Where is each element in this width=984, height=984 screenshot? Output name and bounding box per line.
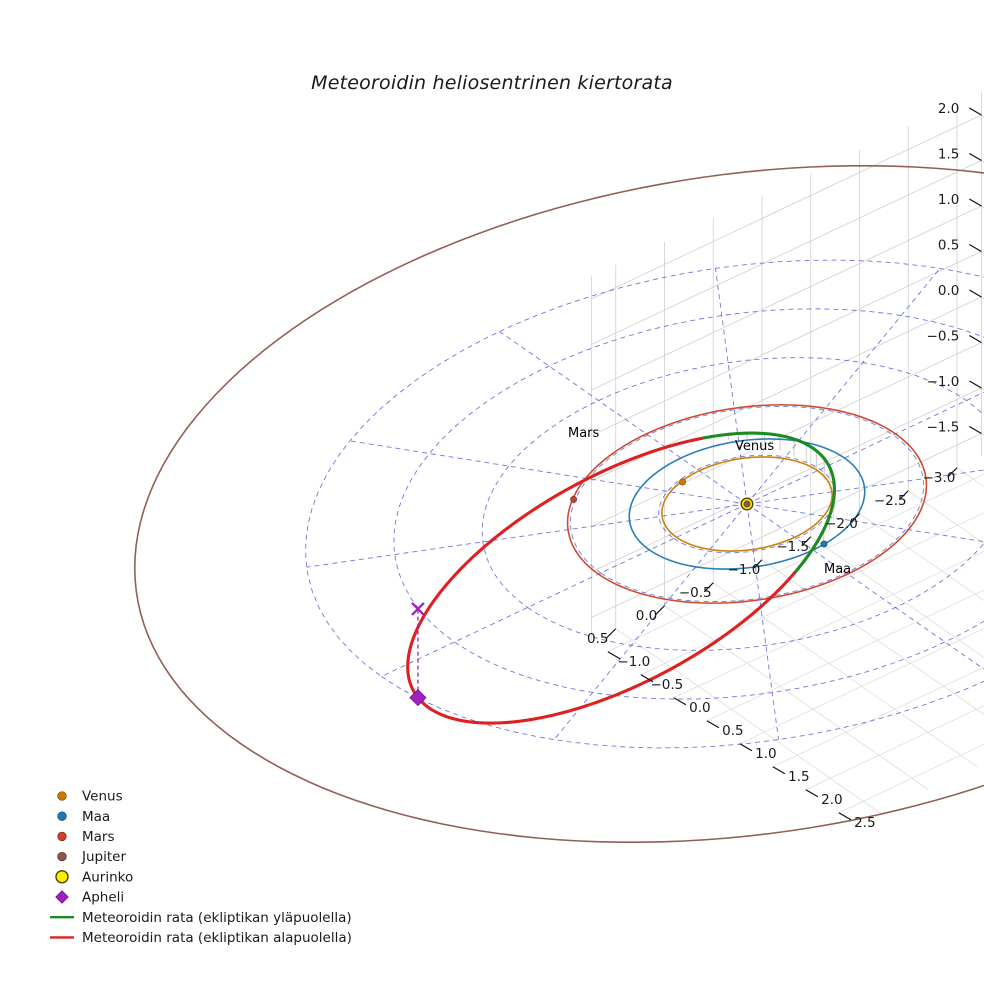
y-axis-tick (838, 812, 852, 821)
x-axis-tick (850, 513, 860, 524)
x-axis-tick (898, 490, 909, 501)
legend-item-venus[interactable]: Venus (57, 789, 123, 805)
legend-item-apheli[interactable]: Apheli (55, 890, 124, 906)
label-venus: Venus (735, 439, 774, 454)
legend-label: Jupiter (81, 849, 126, 865)
x-axis-tick-label: −1.0 (728, 562, 761, 578)
x-axis-tick-label: −2.0 (825, 516, 858, 532)
z-axis-tick-label: 0.5 (938, 238, 959, 254)
z-axis-tick-label: 1.0 (938, 192, 959, 208)
x-axis-tick-label: −3.0 (923, 470, 956, 486)
x-axis-tick-label: 0.5 (587, 631, 608, 647)
body-marker-venus (679, 478, 687, 486)
legend-label: Mars (82, 829, 115, 845)
aphelion-projection-x-marker (411, 602, 425, 616)
body-marker-jupiter (743, 500, 751, 508)
z-axis-tick (969, 289, 982, 298)
legend-label: Meteoroidin rata (ekliptikan alapuolella… (82, 930, 352, 946)
z-axis-tick (969, 243, 982, 253)
legend-label: Meteoroidin rata (ekliptikan yläpuolella… (82, 910, 352, 926)
legend-item-maa[interactable]: Maa (57, 809, 111, 825)
z-axis-tick (969, 152, 982, 162)
x-axis-tick-label: −0.5 (679, 585, 712, 601)
legend-layer[interactable]: Venus Maa Mars Jupiter Aurinko Apheli Meteoroi… (50, 789, 352, 946)
y-axis-tick (640, 674, 654, 683)
aphelion-diamond-marker (409, 689, 427, 707)
page-title: Meteoroidin heliosentrinen kiertorata (311, 72, 673, 94)
polar-grid-layer (305, 259, 984, 749)
x-axis-tick (752, 559, 763, 570)
z-axis-tick-label: 0.0 (938, 283, 959, 299)
z-axis-tick (969, 198, 982, 207)
legend-marker-circle (55, 870, 69, 884)
legend-item-aurinko[interactable]: Aurinko (55, 869, 133, 885)
y-axis-tick-label: 2.0 (821, 792, 842, 808)
z-axis-tick (969, 380, 982, 389)
z-axis-tick-label: 1.5 (938, 147, 959, 163)
point-labels-layer: Mars Venus Maa (568, 426, 851, 577)
z-axis-tick-label: −0.5 (927, 329, 960, 345)
z-axis-tick (969, 425, 982, 435)
legend-label: Aurinko (82, 869, 133, 885)
legend-marker-circle (57, 851, 67, 862)
meteoroid-orbit-above-ecliptic (792, 457, 836, 575)
axis-ticks-layer: 2.01.51.00.50.0−0.5−1.0−1.5−3.0−2.5−2.0−… (587, 101, 982, 831)
legend-marker-circle (57, 831, 67, 842)
orbit-venus (661, 456, 833, 552)
x-axis-tick (606, 628, 617, 639)
legend-label: Maa (82, 809, 110, 825)
y-axis-tick (739, 743, 753, 752)
legend-marker-circle (57, 791, 67, 801)
x-axis-tick (801, 536, 812, 547)
z-axis-tick-label: 2.0 (938, 101, 959, 117)
y-axis-tick (607, 651, 621, 660)
label-mars: Mars (568, 426, 600, 441)
body-markers-layer (409, 478, 828, 707)
y-axis-tick-label: 2.5 (854, 815, 875, 831)
meteoroid-orbit-above-ecliptic (700, 431, 826, 461)
body-marker-maa (820, 540, 828, 548)
y-axis-tick (805, 789, 819, 798)
y-axis-tick (706, 720, 720, 729)
x-axis-tick (947, 467, 958, 478)
z-axis-tick (969, 107, 982, 116)
y-axis-tick (772, 766, 786, 775)
y-axis-tick-label: −0.5 (650, 677, 683, 693)
orbit-jupiter (133, 164, 984, 844)
x-axis-tick-label: −1.5 (776, 539, 809, 555)
x-axis-tick-label: −2.5 (874, 493, 907, 509)
z-axis-tick-label: −1.5 (927, 420, 960, 436)
label-maa: Maa (824, 562, 851, 577)
z-axis-tick-label: −1.0 (927, 374, 960, 390)
legend-item-jupiter[interactable]: Jupiter (57, 849, 127, 865)
y-axis-tick-label: −1.0 (617, 654, 650, 670)
y-axis-tick (673, 697, 687, 706)
legend-item-meteoroidin-rata-ekliptikan-alapuolella[interactable]: Meteoroidin rata (ekliptikan alapuolella… (50, 930, 352, 946)
y-axis-tick-label: 0.0 (689, 700, 710, 716)
x-axis-tick (655, 605, 665, 616)
body-marker-mars (570, 495, 578, 503)
axis-panes-layer (590, 92, 984, 814)
y-axis-tick-label: 1.0 (755, 746, 776, 762)
legend-marker-circle (57, 811, 67, 821)
y-axis-tick-label: 1.5 (788, 769, 809, 785)
x-axis-tick-label: 0.0 (636, 608, 657, 624)
legend-marker-diamond (55, 890, 69, 904)
legend-label: Venus (82, 789, 123, 805)
z-axis-tick (969, 334, 982, 344)
y-axis-tick-label: 0.5 (722, 723, 743, 739)
x-axis-tick (703, 582, 714, 593)
legend-item-mars[interactable]: Mars (57, 829, 115, 845)
legend-item-meteoroidin-rata-ekliptikan-yl-puolella[interactable]: Meteoroidin rata (ekliptikan yläpuolella… (50, 910, 352, 926)
legend-label: Apheli (82, 890, 124, 906)
